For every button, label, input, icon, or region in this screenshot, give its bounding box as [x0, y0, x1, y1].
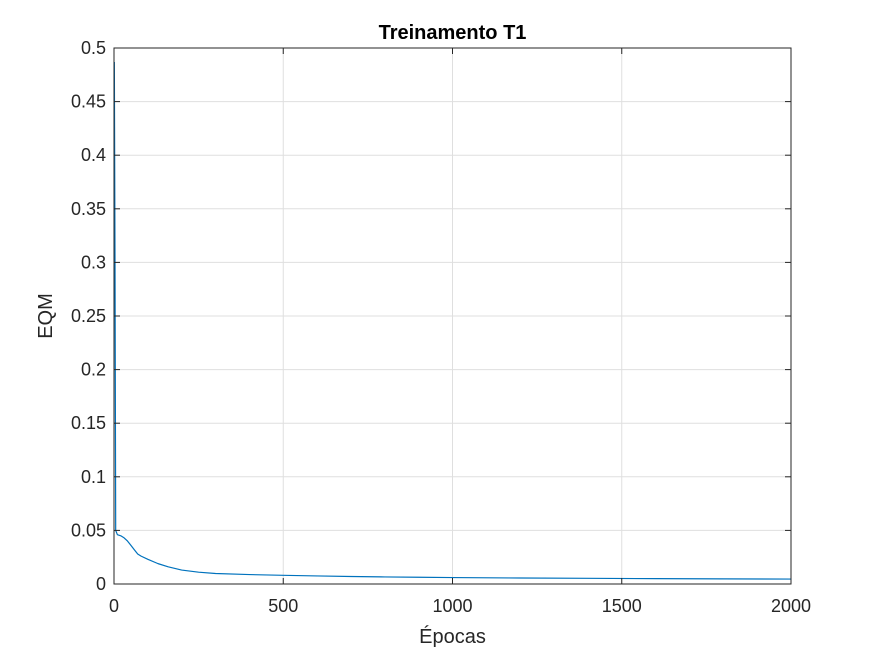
tick-marks — [113, 47, 792, 585]
y-tick-label: 0.25 — [71, 306, 106, 326]
y-tick-label: 0.45 — [71, 92, 106, 112]
series-layer — [113, 61, 792, 580]
y-tick-label: 0.15 — [71, 413, 106, 433]
x-tick-label: 1000 — [432, 596, 472, 616]
y-axis-label: EQM — [35, 293, 57, 339]
x-tick-labels: 0 500 1000 1500 2000 — [109, 596, 811, 616]
y-tick-label: 0.05 — [71, 520, 106, 540]
x-axis-label: Épocas — [419, 625, 486, 648]
y-tick-label: 0.2 — [81, 360, 106, 380]
x-tick-label: 0 — [109, 596, 119, 616]
x-tick-label: 1500 — [602, 596, 642, 616]
y-tick-label: 0.1 — [81, 467, 106, 487]
y-tick-label: 0.4 — [81, 145, 106, 165]
grid-lines — [114, 48, 791, 584]
y-tick-label: 0.3 — [81, 252, 106, 272]
x-tick-label: 500 — [268, 596, 298, 616]
y-tick-label: 0.35 — [71, 199, 106, 219]
series-line — [113, 61, 792, 580]
y-tick-label: 0.5 — [81, 38, 106, 58]
y-tick-labels: 0 0.05 0.1 0.15 0.2 0.25 0.3 0.35 0.4 0.45 0.5 — [71, 38, 106, 594]
y-tick-label: 0 — [96, 574, 106, 594]
chart-title: Treinamento T1 — [379, 22, 527, 44]
x-tick-label: 2000 — [771, 596, 811, 616]
